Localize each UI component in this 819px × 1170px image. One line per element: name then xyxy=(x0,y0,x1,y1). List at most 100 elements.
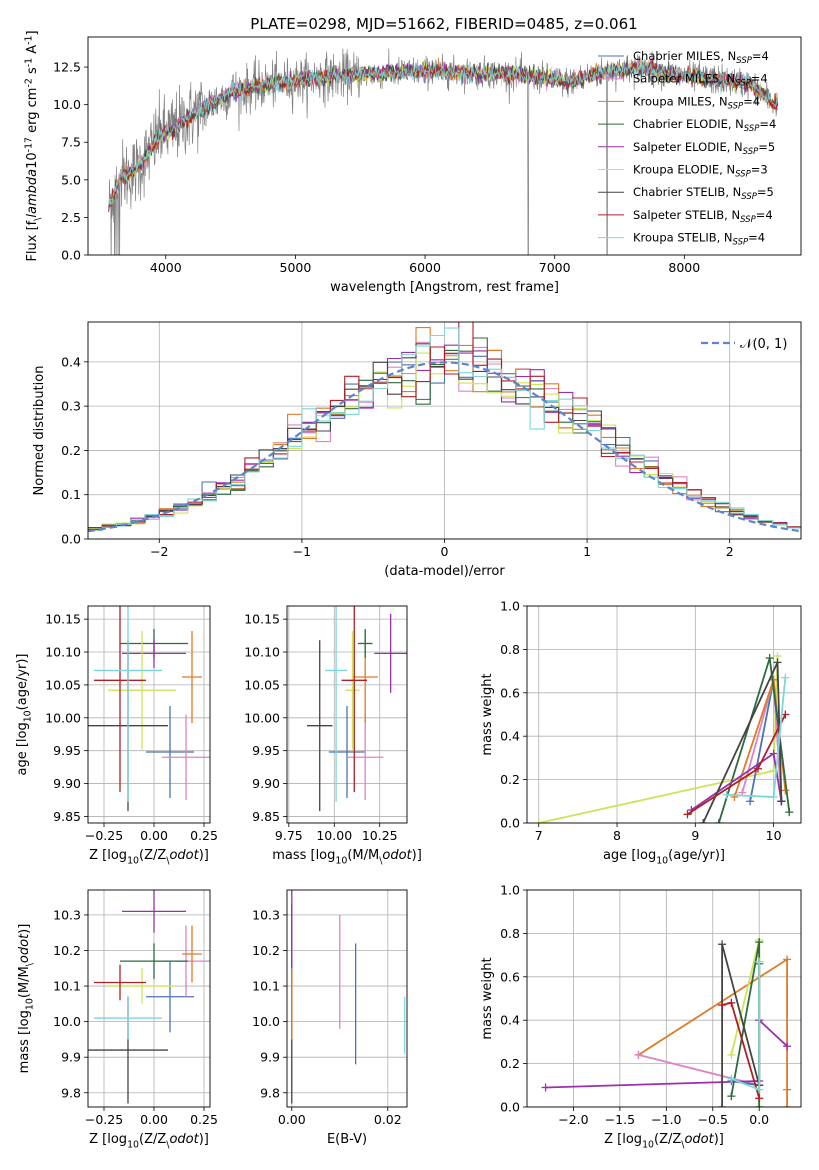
y-tick-label: 0.2 xyxy=(61,443,81,458)
figure-title: PLATE=0298, MJD=51662, FIBERID=0485, z=0… xyxy=(250,15,637,33)
y-tick-label: 0.6 xyxy=(500,685,520,700)
x-tick-label: 0 xyxy=(441,544,449,559)
y-axis-label: mass weight xyxy=(480,673,495,755)
y-tick-label: 10.1 xyxy=(53,979,81,994)
axes-frame xyxy=(526,889,802,1108)
x-tick-label: −1.0 xyxy=(651,1112,681,1127)
x-axis-label: E(B-V) xyxy=(327,1132,367,1147)
x-axis-label: mass [log10(M/M\odot)] xyxy=(272,848,422,867)
y-tick-label: 7.5 xyxy=(61,135,81,150)
axes-frame xyxy=(286,889,408,1108)
x-tick-label: 7000 xyxy=(539,260,571,275)
legend-label-salp_miles: Salpeter MILES, NSSP=4 xyxy=(633,72,768,89)
y-tick-label: 0.1 xyxy=(61,487,81,502)
panel-spectrum: 4000 5000 6000 7000 8000 0.0 2.5 5.0 7.5 10.0 12.5… xyxy=(24,30,802,295)
legend-label-krou_elodie: Kroupa ELODIE, NSSP=3 xyxy=(633,163,768,180)
histogram-krou_stelib xyxy=(88,327,801,532)
y-axis-label: mass weight xyxy=(480,957,495,1039)
y-tick-label: 1.0 xyxy=(500,883,520,898)
x-tick-label: 0.25 xyxy=(190,828,218,843)
y-axis-label: mass [log10(M/M\odot)] xyxy=(17,924,36,1074)
gaussian-curve xyxy=(88,361,801,533)
x-tick-label: 2 xyxy=(726,544,734,559)
x-tick-label: 7 xyxy=(535,828,543,843)
y-tick-label: 5.0 xyxy=(61,172,81,187)
x-tick-label: 0.0 xyxy=(749,1112,769,1127)
x-tick-label: 4000 xyxy=(150,260,182,275)
x-tick-label: 8 xyxy=(613,828,621,843)
y-tick-label: 10.05 xyxy=(244,677,280,692)
x-axis-label: Z [log10(Z/Z\odot)] xyxy=(89,848,209,867)
legend-label-krou_miles: Kroupa MILES, NSSP=4 xyxy=(633,94,760,111)
plot-area xyxy=(88,322,801,539)
x-tick-label: 10 xyxy=(766,828,782,843)
y-tick-label: 10.00 xyxy=(45,710,81,725)
y-tick-label: 0.6 xyxy=(500,969,520,984)
x-tick-label: 10.25 xyxy=(362,828,398,843)
plot-area xyxy=(287,890,407,1107)
y-tick-label: 10.3 xyxy=(252,907,280,922)
plot-area xyxy=(527,890,801,1107)
y-tick-label: 0.0 xyxy=(500,1100,520,1115)
y-tick-label: 0.4 xyxy=(500,1013,520,1028)
y-tick-label: 2.5 xyxy=(61,210,81,225)
y-tick-label: 9.8 xyxy=(260,1085,280,1100)
axes-frame xyxy=(286,605,408,824)
panel-age-vs-mass: 9.75 10.00 10.25 9.85 9.90 9.95 10.00 10.05 10.1… xyxy=(244,605,422,867)
y-tick-label: 10.15 xyxy=(45,612,81,627)
x-tick-label: −2 xyxy=(150,544,168,559)
axes-frame xyxy=(87,889,211,1108)
y-tick-label: 0.0 xyxy=(61,248,81,263)
y-tick-label: 0.4 xyxy=(500,729,520,744)
y-tick-label: 0.4 xyxy=(61,354,81,369)
plot-area xyxy=(527,606,801,823)
plot-area xyxy=(88,890,210,1107)
y-tick-label: 1.0 xyxy=(500,599,520,614)
weight-line-krou_miles xyxy=(638,957,788,1107)
legend-label-chab_miles: Chabrier MILES, NSSP=4 xyxy=(633,49,769,66)
panel-mass-vs-ebv: 0.00 0.02 9.8 9.9 10.0 10.1 10.2 10.3 E(B-V) xyxy=(252,889,408,1147)
panel-mass-vs-z: −0.25 0.00 0.25 9.8 9.9 10.0 10.1 10.2 10.3 Z [lo… xyxy=(17,889,218,1151)
model-fit-krou_stelib xyxy=(108,58,779,205)
histogram-salp_stelib xyxy=(88,322,801,529)
y-tick-label: 9.95 xyxy=(252,743,280,758)
y-tick-label: 9.95 xyxy=(53,743,81,758)
x-axis-label: (data-model)/error xyxy=(384,564,505,579)
y-axis-label: Normed distribution xyxy=(32,366,47,496)
axes-frame xyxy=(87,36,802,256)
y-tick-label: 0.0 xyxy=(61,532,81,547)
legend-label-krou_stelib: Kroupa STELIB, NSSP=4 xyxy=(633,231,765,248)
y-tick-label: 10.10 xyxy=(244,645,280,660)
x-tick-label: 10.00 xyxy=(316,828,352,843)
y-tick-label: 10.2 xyxy=(53,943,81,958)
y-tick-label: 10.0 xyxy=(252,1014,280,1029)
plot-area xyxy=(287,606,407,823)
x-tick-label: 5000 xyxy=(280,260,312,275)
axes-frame xyxy=(87,605,211,824)
x-tick-label: −0.25 xyxy=(85,1112,123,1127)
x-tick-label: 9.75 xyxy=(275,828,303,843)
y-tick-label: 10.10 xyxy=(45,645,81,660)
x-tick-label: −1.5 xyxy=(605,1112,635,1127)
legend-label-salp_elodie: Salpeter ELODIE, NSSP=5 xyxy=(633,140,775,157)
y-tick-label: 10.0 xyxy=(53,97,81,112)
y-tick-label: 9.8 xyxy=(61,1085,81,1100)
x-tick-label: −0.25 xyxy=(85,828,123,843)
plot-layer: 4000 5000 6000 7000 80000.02.55.07.510.012.5… xyxy=(15,30,802,1151)
legend: Chabrier MILES, NSSP=4 Salpeter MILES, NS… xyxy=(598,49,776,248)
y-tick-label: 0.2 xyxy=(500,1056,520,1071)
axes-frame xyxy=(87,321,802,540)
y-tick-label: 10.3 xyxy=(53,907,81,922)
x-axis-label: Z [log10(Z/Z\odot)] xyxy=(604,1132,724,1151)
panel-mass-weight-vs-z: −2.0 −1.5 −1.0 −0.5 0.0 0.0 0.2 0.4 0.6 0.8 1.0 Z [… xyxy=(480,883,802,1151)
x-tick-label: −0.5 xyxy=(698,1112,728,1127)
x-tick-label: 8000 xyxy=(668,260,700,275)
weight-line-chab_stelib xyxy=(702,662,783,823)
legend-label-gaussian: 𝒩(0, 1) xyxy=(740,337,787,352)
x-tick-label: 0.25 xyxy=(190,1112,218,1127)
y-tick-label: 10.2 xyxy=(252,943,280,958)
y-tick-label: 9.9 xyxy=(260,1050,280,1065)
y-tick-label: 10.05 xyxy=(45,677,81,692)
y-tick-label: 0.2 xyxy=(500,772,520,787)
plot-area xyxy=(108,48,779,255)
